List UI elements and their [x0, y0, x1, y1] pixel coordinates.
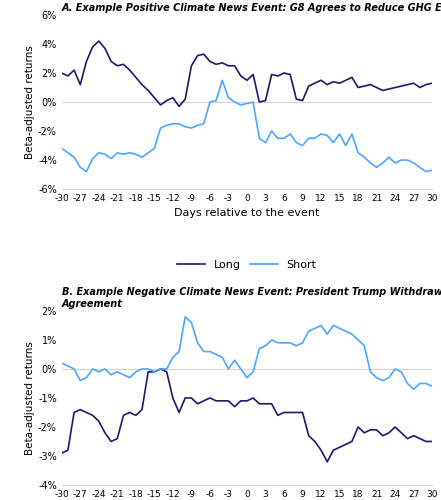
Short	[263, 342, 268, 348]
Long	[430, 80, 435, 86]
Legend: Long, Short: Long, Short	[173, 255, 321, 274]
Short	[195, 340, 200, 346]
Short	[386, 374, 392, 380]
Line: Long: Long	[62, 369, 432, 462]
Long	[392, 84, 398, 90]
Long	[146, 369, 151, 375]
Long	[195, 401, 200, 407]
Short	[392, 160, 398, 166]
Long	[158, 366, 163, 372]
Short	[84, 168, 89, 174]
Short	[430, 384, 435, 390]
Short	[139, 154, 145, 160]
Short	[288, 340, 293, 346]
Y-axis label: Beta-adjusted returns: Beta-adjusted returns	[25, 45, 35, 159]
Short	[195, 122, 200, 128]
Long	[325, 459, 330, 465]
Long	[201, 51, 206, 57]
Line: Short: Short	[62, 316, 432, 390]
Line: Short: Short	[62, 80, 432, 172]
Long	[152, 94, 157, 100]
Long	[96, 38, 101, 44]
Text: A. Example Positive Climate News Event: G8 Agrees to Reduce GHG Emissions by 80%: A. Example Positive Climate News Event: …	[62, 3, 441, 13]
Long	[430, 438, 435, 444]
Short	[430, 167, 435, 173]
Short	[411, 386, 416, 392]
Long	[176, 104, 182, 110]
Long	[288, 410, 293, 416]
Short	[152, 146, 157, 152]
Long	[392, 424, 398, 430]
Short	[294, 140, 299, 145]
Short	[269, 128, 274, 134]
Short	[59, 146, 64, 152]
Long	[269, 72, 274, 78]
Short	[146, 366, 151, 372]
Text: B. Example Negative Climate News Event: President Trump Withdraws the U.S. from : B. Example Negative Climate News Event: …	[62, 287, 441, 309]
Y-axis label: Beta-adjusted returns: Beta-adjusted returns	[25, 341, 35, 455]
Long	[59, 450, 64, 456]
Short	[183, 314, 188, 320]
Line: Long: Long	[62, 41, 432, 106]
X-axis label: Days relative to the event: Days relative to the event	[174, 208, 320, 218]
Long	[294, 96, 299, 102]
Short	[220, 78, 225, 84]
Long	[59, 70, 64, 76]
Short	[133, 369, 138, 375]
Long	[139, 82, 145, 87]
Long	[263, 401, 268, 407]
Long	[133, 412, 138, 418]
Short	[59, 360, 64, 366]
